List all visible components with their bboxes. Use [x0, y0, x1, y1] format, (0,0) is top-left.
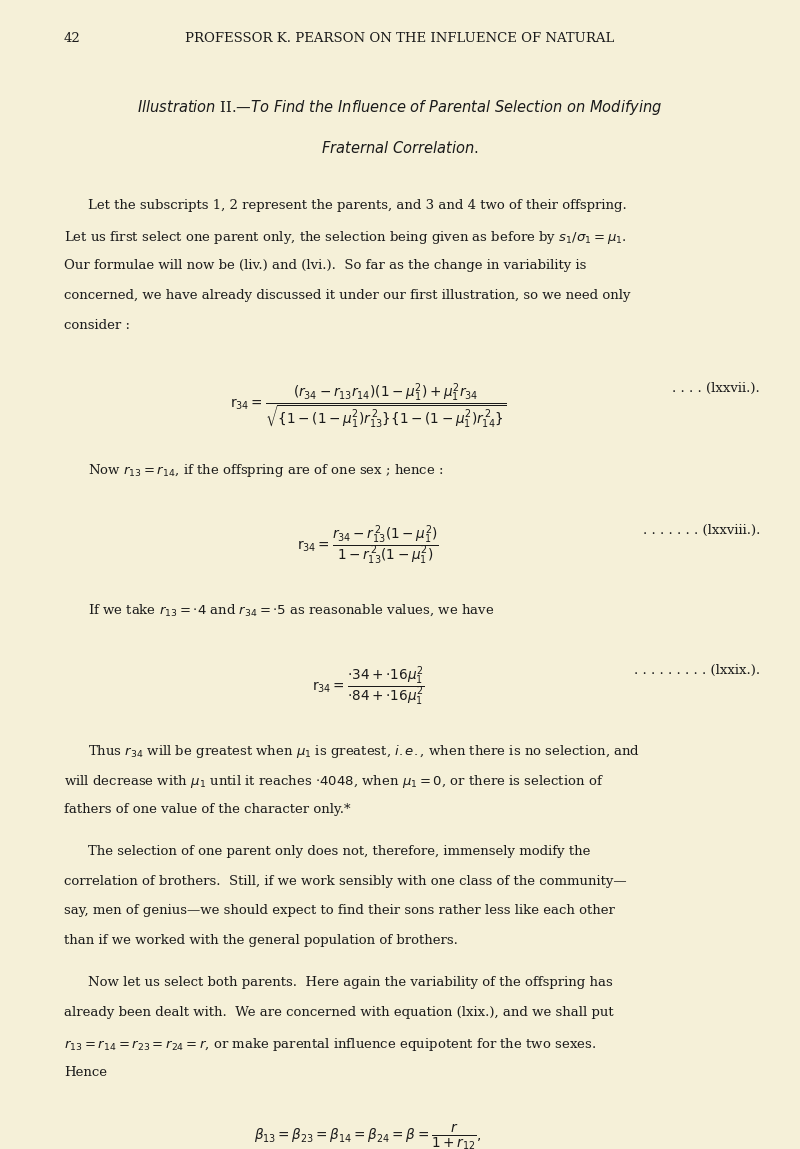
Text: Now let us select both parents.  Here again the variability of the offspring has: Now let us select both parents. Here aga… — [88, 977, 613, 989]
Text: concerned, we have already discussed it under our first illustration, so we need: concerned, we have already discussed it … — [64, 290, 630, 302]
Text: $\mathit{Fraternal\ Correlation.}$: $\mathit{Fraternal\ Correlation.}$ — [322, 140, 478, 156]
Text: $\mathrm{r}_{34} = \dfrac{{\cdot}34 + {\cdot}16\mu_1^2}{{\cdot}84 + {\cdot}16\mu: $\mathrm{r}_{34} = \dfrac{{\cdot}34 + {\… — [311, 664, 425, 708]
Text: $\beta_{13} = \beta_{23} = \beta_{14} = \beta_{24} = \beta = \dfrac{r}{1 + r_{12: $\beta_{13} = \beta_{23} = \beta_{14} = … — [254, 1123, 482, 1149]
Text: . . . . (lxxvii.).: . . . . (lxxvii.). — [672, 381, 760, 394]
Text: 42: 42 — [64, 32, 81, 45]
Text: . . . . . . . (lxxviii.).: . . . . . . . (lxxviii.). — [642, 524, 760, 537]
Text: $\mathrm{r}_{34} = \dfrac{r_{34} - r_{13}^{\,2}(1 - \mu_1^2)}{1 - r_{13}^{\,2}(1: $\mathrm{r}_{34} = \dfrac{r_{34} - r_{13… — [297, 524, 439, 568]
Text: If we take $r_{13} = {\cdot}4$ and $r_{34} = {\cdot}5$ as reasonable values, we : If we take $r_{13} = {\cdot}4$ and $r_{3… — [88, 603, 494, 618]
Text: will decrease with $\mu_1$ until it reaches ${\cdot}4048$, when $\mu_1 = 0$, or : will decrease with $\mu_1$ until it reac… — [64, 773, 604, 791]
Text: The selection of one parent only does not, therefore, immensely modify the: The selection of one parent only does no… — [88, 845, 590, 858]
Text: Hence: Hence — [64, 1066, 107, 1079]
Text: $r_{13} = r_{14} = r_{23} = r_{24} = r$, or make parental influence equipotent f: $r_{13} = r_{14} = r_{23} = r_{24} = r$,… — [64, 1036, 596, 1052]
Text: Our formulae will now be (liv.) and (lvi.).  So far as the change in variability: Our formulae will now be (liv.) and (lvi… — [64, 260, 586, 272]
Text: $\mathrm{r}_{34} = \dfrac{(r_{34} - r_{13}r_{14})(1 - \mu_1^2) + \mu_1^2 r_{34}}: $\mathrm{r}_{34} = \dfrac{(r_{34} - r_{1… — [230, 381, 506, 431]
Text: Thus $r_{34}$ will be greatest when $\mu_1$ is greatest, $\mathit{i.e.}$, when t: Thus $r_{34}$ will be greatest when $\mu… — [88, 743, 640, 761]
Text: correlation of brothers.  Still, if we work sensibly with one class of the commu: correlation of brothers. Still, if we wo… — [64, 874, 626, 888]
Text: Let the subscripts 1, 2 represent the parents, and 3 and 4 two of their offsprin: Let the subscripts 1, 2 represent the pa… — [88, 200, 626, 213]
Text: Let us first select one parent only, the selection being given as before by $s_1: Let us first select one parent only, the… — [64, 230, 627, 246]
Text: PROFESSOR K. PEARSON ON THE INFLUENCE OF NATURAL: PROFESSOR K. PEARSON ON THE INFLUENCE OF… — [186, 32, 614, 45]
Text: fathers of one value of the character only.*: fathers of one value of the character on… — [64, 803, 350, 816]
Text: . . . . . . . . . (lxxix.).: . . . . . . . . . (lxxix.). — [634, 664, 760, 678]
Text: $\mathit{Illustration}$ II.—$\mathit{To\ Find\ the\ Influence\ of\ Parental\ Sel: $\mathit{Illustration}$ II.—$\mathit{To\… — [138, 98, 662, 117]
Text: Now $r_{13} = r_{14}$, if the offspring are of one sex ; hence :: Now $r_{13} = r_{14}$, if the offspring … — [88, 462, 443, 479]
Text: already been dealt with.  We are concerned with equation (lxix.), and we shall p: already been dealt with. We are concerne… — [64, 1007, 614, 1019]
Text: consider :: consider : — [64, 319, 130, 332]
Text: say, men of genius—we should expect to find their sons rather less like each oth: say, men of genius—we should expect to f… — [64, 904, 615, 918]
Text: than if we worked with the general population of brothers.: than if we worked with the general popul… — [64, 934, 458, 948]
